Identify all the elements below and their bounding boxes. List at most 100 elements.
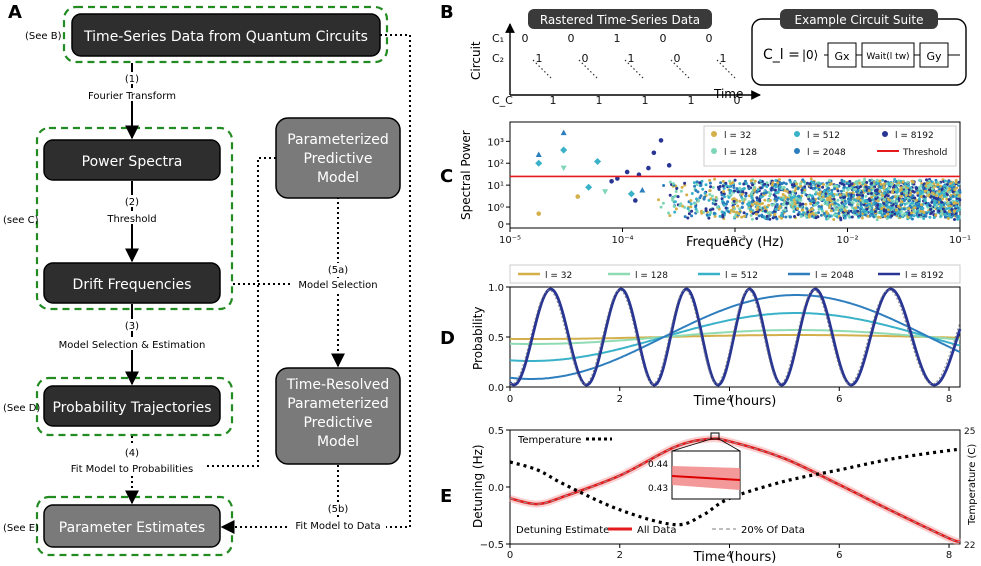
c-noise-point	[817, 211, 820, 215]
c-noise-point	[708, 178, 712, 182]
c-noise-point	[788, 193, 792, 197]
c-data-point	[560, 165, 567, 172]
c-noise-point	[744, 182, 748, 186]
time-series-label: Time-Series Data from Quantum Circuits	[83, 29, 368, 45]
c-noise-point	[800, 191, 804, 195]
c-noise-point	[870, 195, 874, 199]
c-noise-point	[907, 199, 911, 202]
step5a-number: (5a)	[328, 265, 348, 276]
c-noise-point	[951, 194, 955, 198]
c-noise-point	[955, 209, 959, 213]
raster-bit: 1	[596, 94, 603, 107]
c-noise-point	[821, 209, 825, 213]
step5b-number: (5b)	[328, 504, 349, 515]
c-noise-point	[905, 189, 909, 193]
c-noise-point	[886, 212, 890, 216]
e-x-tick-label: 4	[726, 550, 732, 561]
c-noise-point	[810, 194, 814, 198]
c-noise-point	[859, 185, 862, 189]
panel-label-a: A	[8, 2, 22, 23]
raster-bit: 0	[660, 32, 667, 45]
e-right-tick-label: 25	[964, 427, 975, 437]
c-noise-point	[773, 197, 777, 201]
c-noise-point	[809, 177, 813, 181]
c-noise-point	[710, 194, 714, 198]
c-noise-point	[854, 187, 857, 191]
c-noise-point	[683, 215, 687, 219]
c-noise-point	[744, 179, 747, 183]
c-noise-point	[885, 199, 889, 203]
c-noise-point	[727, 195, 731, 199]
c-noise-point	[681, 204, 684, 208]
c-noise-point	[839, 209, 843, 213]
c-y-tick-label: 0	[498, 220, 504, 231]
c-noise-point	[694, 189, 698, 192]
c-noise-point	[917, 197, 921, 201]
predictive-model-line3: Model	[317, 170, 359, 186]
c-noise-point	[857, 179, 861, 183]
d-y-tick-label: 0.5	[488, 333, 504, 344]
c-noise-point	[880, 214, 884, 218]
c-y-tick-label: 10¹	[487, 181, 504, 192]
c-noise-point	[727, 210, 731, 214]
c-noise-point	[899, 186, 903, 190]
c-noise-point	[872, 201, 876, 205]
c-noise-point	[740, 206, 744, 209]
c-noise-point	[940, 200, 944, 204]
c-noise-point	[827, 186, 830, 190]
c-noise-point	[822, 189, 826, 193]
c-noise-point	[732, 210, 736, 214]
c-noise-point	[953, 188, 957, 192]
c-noise-point	[852, 194, 856, 198]
raster-bit: 0	[582, 52, 589, 65]
c-noise-point	[767, 203, 771, 207]
c-noise-point	[938, 195, 942, 199]
c-noise-point	[821, 192, 825, 196]
c-noise-point	[839, 218, 843, 222]
c-noise-point	[827, 214, 831, 217]
c-noise-point	[736, 204, 740, 208]
raster-ellipsis	[716, 59, 736, 79]
c-noise-point	[749, 207, 753, 211]
c-noise-point	[752, 185, 756, 189]
step2-number: (2)	[125, 197, 139, 208]
c-data-point	[602, 189, 609, 195]
raster-rows: C₁ 0 0 1 0 0C₂ 1 0 1 0 1C_C 1 1 1 1 0	[492, 32, 741, 107]
c-legend-label: Threshold	[902, 148, 947, 158]
d-x-tick-label: 0	[507, 394, 513, 405]
step5b-label: Fit Model to Data	[295, 521, 380, 532]
see-d-note: (See D)	[3, 403, 40, 414]
parameter-estimates-label: Parameter Estimates	[59, 520, 205, 536]
c-noise-point	[828, 195, 832, 199]
d-truth-line	[509, 289, 961, 385]
c-noise-point	[785, 189, 788, 193]
c-noise-point	[912, 214, 916, 218]
c-noise-point	[867, 189, 871, 193]
c-noise-point	[942, 184, 946, 188]
c-noise-point	[865, 181, 869, 184]
c-noise-point	[722, 203, 726, 207]
c-noise-point	[671, 182, 675, 186]
c-noise-point	[956, 217, 960, 221]
c-noise-point	[880, 194, 884, 197]
c-noise-point	[843, 209, 847, 212]
c-noise-point	[695, 180, 699, 184]
power-spectra-box	[43, 139, 221, 181]
c-data-point	[594, 157, 602, 166]
c-noise-point	[715, 205, 719, 209]
c-noise-point	[856, 189, 860, 193]
c-noise-point	[875, 188, 879, 192]
c-noise-point	[911, 201, 914, 205]
c-y-tick-label: 10²	[487, 159, 504, 170]
c-noise-point	[833, 204, 837, 208]
c-noise-point	[777, 187, 781, 191]
c-noise-point	[932, 216, 936, 220]
c-noise-point	[870, 181, 874, 185]
c-legend-label: l = 512	[807, 131, 840, 141]
c-noise-point	[763, 205, 767, 209]
c-noise-point	[820, 213, 823, 217]
c-noise-point	[768, 211, 772, 215]
group-outline	[62, 5, 389, 64]
c-noise-point	[878, 197, 882, 201]
e-legend-20pct: 20% Of Data	[741, 525, 805, 536]
